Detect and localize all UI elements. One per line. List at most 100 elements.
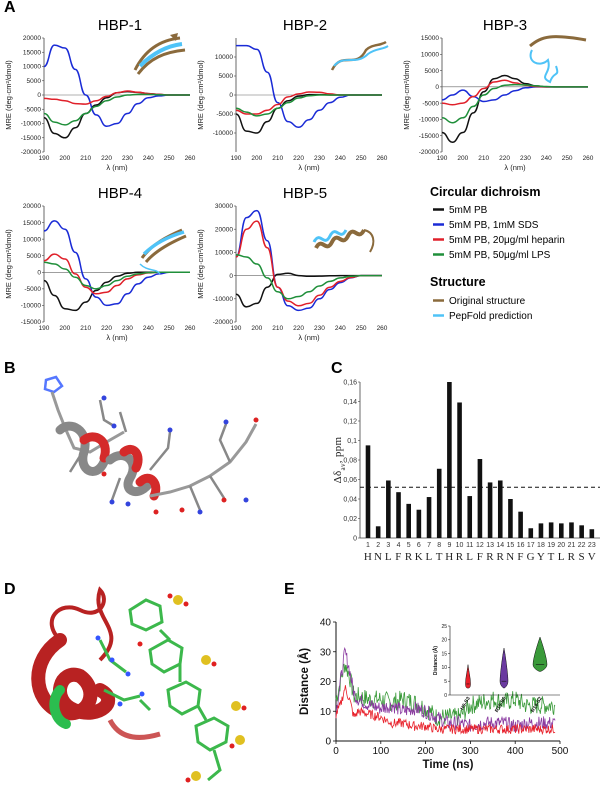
x-tick-label: 190 xyxy=(39,155,50,162)
violin-shape xyxy=(465,664,471,689)
y-tick-label: -5000 xyxy=(24,286,41,293)
series-line-2 xyxy=(43,253,190,295)
series-line-3 xyxy=(441,83,588,124)
x-tick-label: 240 xyxy=(335,325,346,332)
bar xyxy=(477,459,483,538)
x-tick-label: 190 xyxy=(231,325,242,332)
structure-thumbnail-hbp3 xyxy=(529,35,587,84)
x-tick-label: 100 xyxy=(372,746,389,757)
x-tick-label: 220 xyxy=(101,325,112,332)
legend: Circular dichroism 5mM PB 5mM PB, 1mM SDS… xyxy=(430,185,565,322)
y-tick-label: 20 xyxy=(320,677,332,688)
bar xyxy=(406,503,411,538)
y-axis-label: MRE (deg·cm²/dmol) xyxy=(196,60,205,130)
x-tick-label: 200 xyxy=(59,325,70,332)
y-tick-label: 30000 xyxy=(215,203,233,210)
cd-chart-hbp5: HBP-5 -20000 -10000 0 10000 20000 30000 190 200 2… xyxy=(196,185,388,342)
series-line-1 xyxy=(43,44,190,128)
x-tick-label: 260 xyxy=(377,325,388,332)
y-axis-label: MRE (deg·cm²/dmol) xyxy=(402,60,411,130)
structure-thumbnail-hbp1 xyxy=(133,33,186,75)
residue-letter: L xyxy=(466,551,473,563)
y-tick-label: -10000 xyxy=(213,296,234,303)
bar xyxy=(487,482,493,538)
residue-number: 4 xyxy=(397,542,401,549)
x-tick-label: 300 xyxy=(462,746,479,757)
residue-letter: H xyxy=(445,551,453,563)
residue-number: 13 xyxy=(486,542,494,549)
y-axis-label: Δδav, ppm xyxy=(332,437,347,484)
residue-number: 8 xyxy=(437,542,441,549)
docking-structure-illustration xyxy=(31,586,247,783)
x-tick-label: 240 xyxy=(541,155,552,162)
legend-item-label: 5mM PB, 50μg/ml LPS xyxy=(449,250,551,261)
residue-number: 23 xyxy=(588,542,596,549)
residue-number: 2 xyxy=(376,542,380,549)
legend-item-label: PepFold prediction xyxy=(449,311,532,322)
y-tick-label: 0,02 xyxy=(343,516,357,523)
x-tick-label: 260 xyxy=(185,155,196,162)
x-tick-label: 200 xyxy=(251,155,262,162)
x-tick-label: 210 xyxy=(272,155,283,162)
residue-number: 22 xyxy=(578,542,586,549)
residue-letter: K xyxy=(415,551,423,563)
residue-number: 20 xyxy=(557,542,565,549)
series-line-1 xyxy=(43,220,190,307)
cd-chart-hbp1: HBP-1 -20000 -15000 -10000 -5000 0 5000 10000 15… xyxy=(4,17,196,172)
residue-letter: L xyxy=(385,551,392,563)
y-axis-label-main: Δδ xyxy=(332,470,344,483)
x-tick-label: 250 xyxy=(562,155,573,162)
residue-number: 10 xyxy=(456,542,464,549)
legend-item-label: 5mM PB, 1mM SDS xyxy=(449,220,539,231)
y-tick-label: -5000 xyxy=(24,106,41,113)
legend-structure-heading: Structure xyxy=(430,275,486,289)
y-tick-label: 20000 xyxy=(23,35,41,42)
x-tick-label: 190 xyxy=(39,325,50,332)
residue-letter: R xyxy=(405,551,413,563)
y-tick-label: 0 xyxy=(435,84,439,91)
x-tick-label: 210 xyxy=(80,155,91,162)
residue-letter: N xyxy=(506,551,514,563)
x-tick-label: 250 xyxy=(164,155,175,162)
y-tick-label: 0,1 xyxy=(347,438,357,445)
y-tick-label: -20000 xyxy=(213,319,234,326)
y-tick-label: 15000 xyxy=(23,220,41,227)
y-tick-label: 5000 xyxy=(27,78,42,85)
chart-title: HBP-1 xyxy=(98,17,142,34)
bar xyxy=(365,445,371,538)
y-tick-label: 0 xyxy=(229,273,233,280)
y-tick-label: 10000 xyxy=(215,250,233,257)
residue-letter: R xyxy=(456,551,464,563)
y-tick-label: 0,12 xyxy=(343,418,357,425)
y-tick-label: -5000 xyxy=(216,111,233,118)
inset-y-tick-label: 25 xyxy=(441,624,447,630)
inset-y-axis-label: Distance (Å) xyxy=(432,646,439,676)
x-tick-label: 260 xyxy=(583,155,594,162)
x-tick-label: 400 xyxy=(507,746,524,757)
x-tick-label: 200 xyxy=(59,155,70,162)
x-axis-label: Time (ns) xyxy=(423,759,474,771)
cd-chart-hbp3: HBP-3 -20000 -15000 -10000 -5000 0 5000 10000 15… xyxy=(402,17,594,172)
residue-number: 12 xyxy=(476,542,484,549)
x-tick-label: 250 xyxy=(356,325,367,332)
x-tick-label: 190 xyxy=(231,155,242,162)
bar xyxy=(416,509,422,538)
y-tick-label: 5000 xyxy=(219,73,234,80)
y-tick-label: 0,08 xyxy=(343,457,357,464)
y-tick-label: 15000 xyxy=(421,35,439,42)
residue-letter: Y xyxy=(537,551,545,563)
y-tick-label: -15000 xyxy=(21,135,42,142)
series-line-3 xyxy=(235,94,382,117)
residue-number: 5 xyxy=(407,542,411,549)
bar xyxy=(386,480,391,538)
chart-title: HBP-4 xyxy=(98,185,142,202)
x-tick-label: 190 xyxy=(437,155,448,162)
residue-letter: L xyxy=(558,551,565,563)
y-tick-label: 15000 xyxy=(23,49,41,56)
series-line-0 xyxy=(335,685,556,736)
residue-letter: R xyxy=(486,551,494,563)
x-tick-label: 230 xyxy=(520,155,531,162)
residue-number: 3 xyxy=(386,542,390,549)
bar xyxy=(447,382,452,538)
series-line-0 xyxy=(43,271,190,312)
